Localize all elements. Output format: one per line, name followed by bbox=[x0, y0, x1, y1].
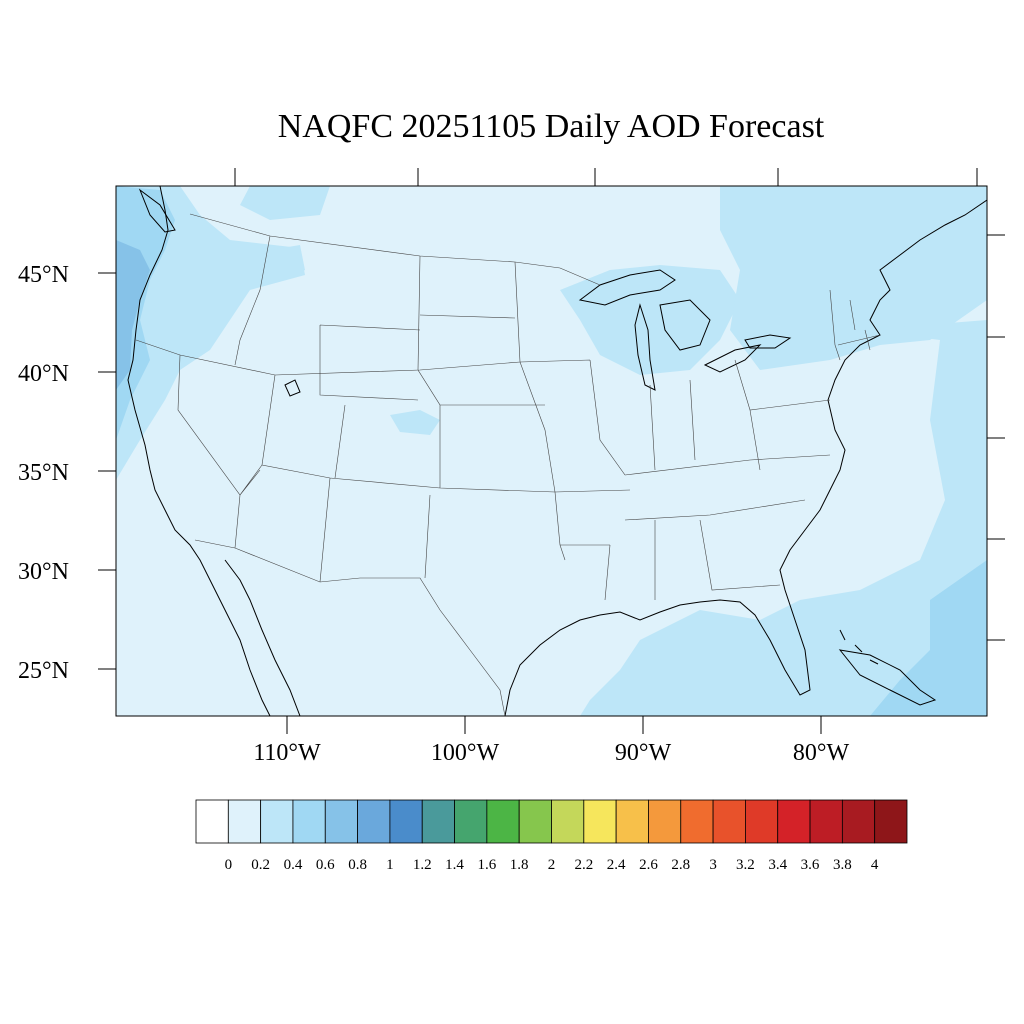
aod-band-northeast bbox=[720, 186, 987, 370]
aod-band-pacific-ocean bbox=[116, 186, 305, 480]
colorbar-swatch bbox=[841, 799, 876, 844]
colorbar-tick-label: 0.4 bbox=[284, 857, 303, 873]
colorbar-tick-label: 1 bbox=[386, 857, 394, 873]
colorbar-swatch bbox=[583, 799, 617, 844]
coastlines bbox=[127, 186, 987, 716]
aod-band-colorado bbox=[390, 410, 440, 435]
colorbar-swatch bbox=[874, 799, 908, 844]
colorbar-swatch bbox=[389, 799, 423, 844]
colorbar-swatch bbox=[292, 799, 326, 844]
colorbar-swatch bbox=[421, 799, 455, 844]
colorbar-tick-label: 1.8 bbox=[510, 857, 529, 873]
us-canada-border bbox=[189, 213, 601, 286]
baja-peninsula bbox=[224, 559, 301, 716]
colorbar-tick-label: 3.4 bbox=[768, 857, 787, 873]
colorbar-tick-label: 2.4 bbox=[607, 857, 626, 873]
aod-band-atlantic-deep bbox=[870, 560, 987, 716]
colorbar-tick-label: 1.6 bbox=[477, 857, 496, 873]
lake-ontario bbox=[744, 334, 792, 349]
us-mexico-border bbox=[194, 539, 506, 716]
colorbar-labels: 0 0.2 0.4 0.6 0.8 1 1.2 1.4 1.6 1.8 2 2.2 2.4 2.6 2.8 3… bbox=[225, 857, 879, 873]
colorbar-tick-label: 2 bbox=[548, 857, 556, 873]
aod-band-pacific-coast bbox=[116, 240, 150, 390]
colorbar-swatch bbox=[777, 799, 811, 844]
colorbar-tick-label: 0.8 bbox=[348, 857, 367, 873]
lat-label: 30°N bbox=[18, 559, 69, 585]
gulf-coastline bbox=[504, 199, 987, 716]
colorbar-tick-label: 2.2 bbox=[574, 857, 593, 873]
colorbar-swatch bbox=[615, 799, 649, 844]
colorbar-tick-label: 4 bbox=[871, 857, 879, 873]
bahamas-outline bbox=[839, 629, 879, 665]
colorbar-swatch bbox=[551, 799, 585, 844]
colorbar-swatch bbox=[486, 799, 520, 844]
lat-label: 35°N bbox=[18, 460, 69, 486]
colorbar-swatch bbox=[357, 799, 391, 844]
colorbar-swatch bbox=[680, 799, 714, 844]
colorbar-tick-label: 3 bbox=[709, 857, 717, 873]
map-ticks bbox=[98, 168, 1005, 734]
colorbar-tick-label: 3.8 bbox=[833, 857, 852, 873]
map-panel bbox=[116, 186, 987, 716]
colorbar-tick-label: 2.8 bbox=[671, 857, 690, 873]
colorbar-swatch bbox=[260, 799, 294, 844]
aod-band-pnw-inner bbox=[270, 245, 305, 280]
lon-label: 80°W bbox=[793, 740, 850, 766]
aod-band-great-lakes bbox=[560, 265, 740, 375]
map-title: NAQFC 20251105 Daily AOD Forecast bbox=[277, 108, 825, 145]
colorbar-swatch bbox=[454, 799, 488, 844]
colorbar-swatch bbox=[745, 799, 779, 844]
lat-label: 25°N bbox=[18, 658, 69, 684]
political-boundaries bbox=[135, 213, 881, 716]
longitude-labels: 110°W 100°W 90°W 80°W bbox=[253, 740, 849, 766]
aod-band-atlantic bbox=[580, 320, 987, 716]
aod-band-north-top bbox=[240, 186, 330, 220]
colorbar-tick-label: 3.2 bbox=[736, 857, 755, 873]
colorbar-swatch bbox=[324, 799, 358, 844]
colorbar-swatch bbox=[195, 799, 229, 844]
lon-label: 110°W bbox=[253, 740, 321, 766]
colorbar-swatch bbox=[518, 799, 552, 844]
colorbar-tick-label: 2.6 bbox=[639, 857, 658, 873]
colorbar-tick-label: 1.4 bbox=[445, 857, 464, 873]
map-frame bbox=[115, 185, 988, 717]
colorbar-swatch bbox=[648, 799, 682, 844]
lat-label: 40°N bbox=[18, 361, 69, 387]
colorbar bbox=[195, 799, 908, 844]
colorbar-tick-label: 0.2 bbox=[251, 857, 270, 873]
colorbar-tick-label: 1.2 bbox=[413, 857, 432, 873]
state-lines bbox=[135, 235, 881, 601]
cuba-outline bbox=[838, 649, 937, 706]
lon-label: 90°W bbox=[615, 740, 672, 766]
lon-label: 100°W bbox=[431, 740, 500, 766]
colorbar-tick-label: 3.6 bbox=[801, 857, 820, 873]
lake-huron bbox=[659, 299, 711, 351]
latitude-labels: 45°N 40°N 35°N 30°N 25°N bbox=[18, 262, 69, 684]
lake-erie bbox=[703, 344, 762, 373]
colorbar-swatch bbox=[712, 799, 746, 844]
colorbar-swatch bbox=[809, 799, 843, 844]
colorbar-swatch bbox=[227, 799, 262, 844]
vancouver-island bbox=[138, 188, 176, 233]
colorbar-tick-label: 0.6 bbox=[316, 857, 335, 873]
lake-superior bbox=[578, 269, 676, 306]
aod-shading bbox=[116, 186, 987, 716]
west-coastline bbox=[127, 186, 271, 716]
colorbar-tick-label: 0 bbox=[225, 857, 233, 873]
lat-label: 45°N bbox=[18, 262, 69, 288]
great-salt-lake bbox=[284, 379, 301, 397]
